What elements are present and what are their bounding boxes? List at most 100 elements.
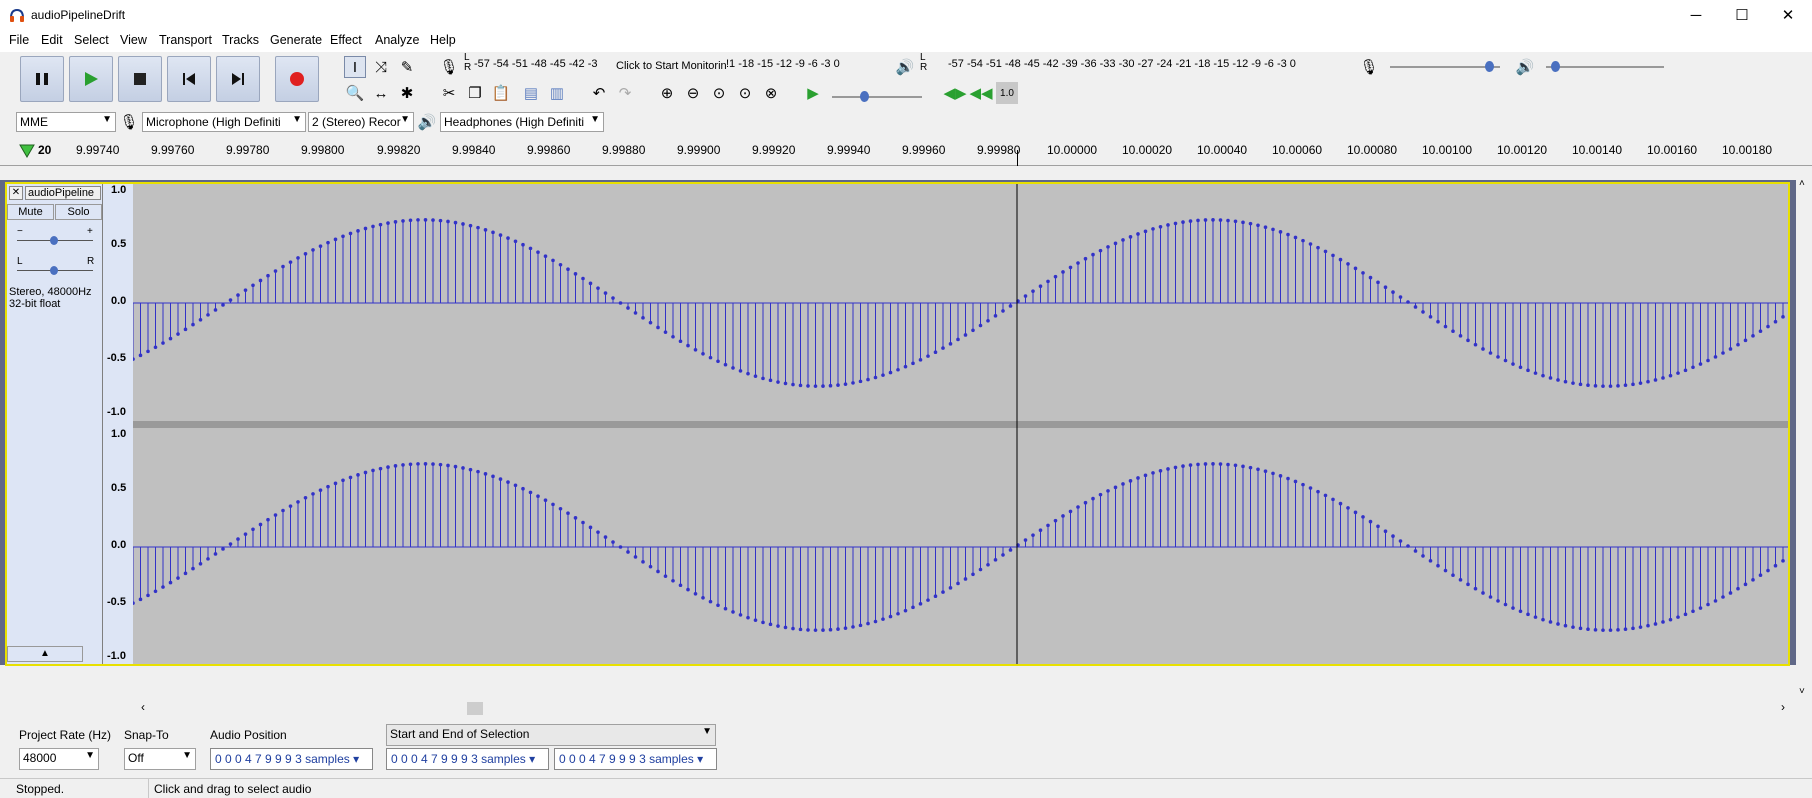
sample-point bbox=[461, 466, 465, 470]
redo-icon[interactable]: ↷ bbox=[618, 85, 632, 102]
playback-volume-slider[interactable] bbox=[1546, 66, 1664, 68]
horizontal-scroll-thumb[interactable] bbox=[467, 702, 483, 715]
sample-point bbox=[1008, 548, 1013, 552]
paste-icon[interactable]: 📋 bbox=[491, 85, 511, 102]
trim-icon[interactable]: ▤ bbox=[523, 85, 539, 102]
solo-button[interactable]: Solo bbox=[55, 204, 102, 220]
menu-view[interactable]: View bbox=[120, 33, 147, 47]
record-meter-mic-icon[interactable]: 🎙 bbox=[439, 59, 459, 76]
recording-volume-thumb[interactable] bbox=[1485, 61, 1494, 72]
close-button[interactable]: ✕ bbox=[1781, 7, 1795, 24]
skip-to-end-button[interactable] bbox=[216, 56, 260, 102]
minimize-button[interactable]: ─ bbox=[1690, 6, 1702, 24]
record-meter-prompt[interactable]: Click to Start Monitoring bbox=[616, 60, 726, 72]
zoom-out-icon[interactable]: ⊖ bbox=[686, 85, 700, 102]
horizontal-scrollbar[interactable]: ‹ › bbox=[133, 700, 1796, 717]
sample-point bbox=[941, 590, 945, 594]
sample-point bbox=[348, 475, 353, 480]
scroll-down-icon[interactable]: ˅ bbox=[1799, 686, 1805, 697]
multi-tool-icon[interactable]: ✱ bbox=[400, 85, 414, 102]
sample-point bbox=[963, 333, 968, 337]
menu-generate[interactable]: Generate bbox=[270, 33, 323, 47]
channels-select[interactable]: 2 (Stereo) Recor ▼ bbox=[308, 112, 414, 132]
play-speed-thumb[interactable] bbox=[860, 91, 869, 102]
mute-button[interactable]: Mute bbox=[7, 204, 54, 220]
sample-point bbox=[1293, 235, 1298, 240]
scroll-left-icon[interactable]: ‹ bbox=[141, 700, 145, 714]
fit-project-icon[interactable]: ⊙ bbox=[738, 85, 752, 102]
menu-analyze[interactable]: Analyze bbox=[375, 33, 420, 47]
track-close-button[interactable]: ✕ bbox=[9, 186, 23, 200]
pause-button[interactable] bbox=[20, 56, 64, 102]
track-name-menu[interactable]: audioPipeline bbox=[25, 186, 101, 200]
gain-slider-thumb[interactable] bbox=[50, 236, 58, 245]
selection-start-field[interactable]: 0 0 0 4 7 9 9 9 3 samples ▾ bbox=[386, 748, 549, 770]
waveform-area[interactable] bbox=[131, 184, 1788, 664]
input-device-select[interactable]: Microphone (High Definiti ▼ bbox=[142, 112, 306, 132]
sample-point bbox=[588, 525, 593, 530]
zoom-in-icon[interactable]: ⊕ bbox=[660, 85, 674, 102]
sync-lock-icon[interactable]: 1.0 bbox=[996, 82, 1018, 104]
timeline-ruler[interactable]: 20 9.99740 9.99760 9.99780 9.99800 9.998… bbox=[0, 138, 1812, 166]
stop-button[interactable] bbox=[118, 56, 162, 102]
selection-tool-icon[interactable]: I bbox=[344, 56, 366, 78]
menu-select[interactable]: Select bbox=[74, 33, 109, 47]
menu-tracks[interactable]: Tracks bbox=[222, 33, 260, 47]
sample-point bbox=[1451, 573, 1455, 578]
zoom-tool-icon[interactable]: 🔍 bbox=[345, 85, 365, 102]
pan-slider-thumb[interactable] bbox=[50, 266, 58, 275]
menu-edit[interactable]: Edit bbox=[41, 33, 63, 47]
snap-to-select[interactable]: Off ▼ bbox=[124, 748, 196, 770]
time-shift-tool-icon[interactable]: ↔ bbox=[373, 84, 389, 102]
host-select[interactable]: MME ▼ bbox=[16, 112, 116, 132]
project-rate-select[interactable]: 48000 ▼ bbox=[19, 748, 99, 770]
playback-volume-thumb[interactable] bbox=[1551, 61, 1560, 72]
sample-point bbox=[206, 557, 210, 561]
sample-point bbox=[1188, 219, 1193, 223]
recording-volume-slider[interactable] bbox=[1390, 66, 1500, 68]
sample-point bbox=[828, 383, 833, 388]
collapse-track-button[interactable]: ▲ bbox=[7, 646, 83, 662]
draw-tool-icon[interactable]: ✎ bbox=[400, 59, 414, 76]
menu-transport[interactable]: Transport bbox=[159, 33, 213, 47]
output-device-select[interactable]: Headphones (High Definiti ▼ bbox=[440, 112, 604, 132]
skip-to-start-button[interactable] bbox=[167, 56, 211, 102]
play-speed-slider[interactable] bbox=[832, 96, 922, 98]
envelope-tool-icon[interactable]: ⤨ bbox=[374, 58, 387, 76]
scroll-right-icon[interactable]: › bbox=[1781, 700, 1785, 714]
sample-point bbox=[138, 353, 143, 358]
timeline-play-head-icon[interactable] bbox=[18, 143, 38, 159]
menu-effect[interactable]: Effect bbox=[330, 33, 362, 47]
undo-icon[interactable]: ↶ bbox=[592, 85, 606, 102]
sample-point bbox=[1481, 591, 1485, 595]
record-button[interactable] bbox=[275, 56, 319, 102]
scroll-up-icon[interactable]: ˄ bbox=[1799, 178, 1805, 189]
sample-point bbox=[1646, 623, 1650, 628]
audio-position-field[interactable]: 0 0 0 4 7 9 9 9 3 samples ▾ bbox=[210, 748, 373, 770]
sample-point bbox=[993, 558, 998, 562]
play-at-speed-icon[interactable]: ▶ bbox=[807, 85, 819, 102]
selection-end-field[interactable]: 0 0 0 4 7 9 9 9 3 samples ▾ bbox=[554, 748, 717, 770]
silence-icon[interactable]: ▥ bbox=[549, 85, 565, 102]
vertical-scrollbar[interactable]: ˄ ˅ bbox=[1796, 166, 1812, 706]
maximize-button[interactable]: ☐ bbox=[1735, 7, 1749, 24]
track-bitdepth-line: 32-bit float bbox=[9, 298, 61, 310]
sample-point bbox=[401, 463, 405, 467]
selection-mode-select[interactable]: Start and End of Selection ▼ bbox=[386, 724, 716, 746]
sample-point bbox=[1076, 261, 1080, 265]
play-button[interactable] bbox=[69, 56, 113, 102]
sample-point bbox=[633, 311, 638, 315]
sample-point bbox=[401, 219, 405, 223]
playback-meter-speaker-icon[interactable]: 🔊 bbox=[895, 59, 915, 76]
menu-file[interactable]: File bbox=[9, 33, 30, 47]
play-cut-preview-icon[interactable]: ◀▶ bbox=[943, 85, 967, 102]
fit-selection-icon[interactable]: ⊙ bbox=[712, 85, 726, 102]
sample-point bbox=[281, 264, 285, 269]
zoom-toggle-icon[interactable]: ⊗ bbox=[764, 85, 778, 102]
scrub-icon[interactable]: ◀◀ bbox=[969, 85, 993, 102]
sample-point bbox=[903, 608, 908, 613]
menu-bar: File Edit Select View Transport Tracks G… bbox=[0, 30, 1812, 52]
menu-help[interactable]: Help bbox=[430, 33, 456, 47]
copy-icon[interactable]: ❐ bbox=[468, 85, 482, 102]
cut-icon[interactable]: ✂ bbox=[442, 85, 456, 102]
